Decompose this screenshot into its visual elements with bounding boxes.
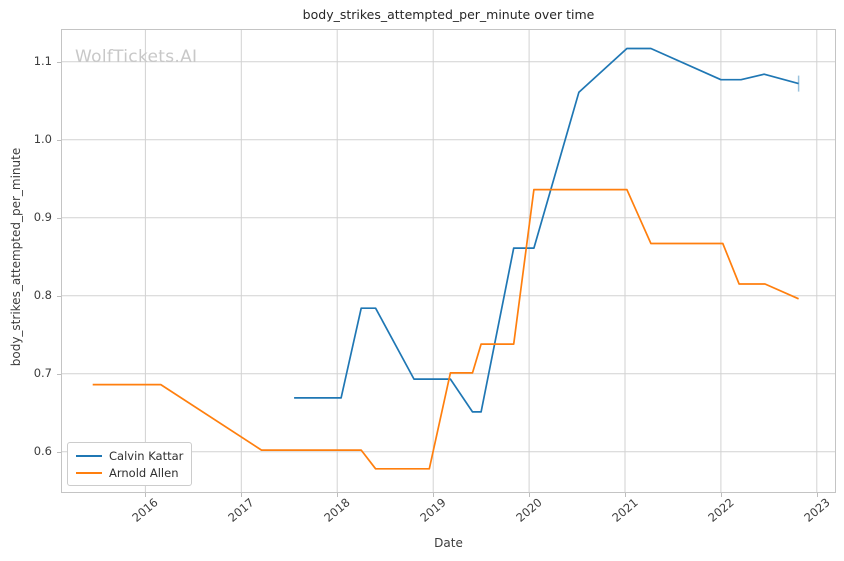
y-tick-mark-0.9 (57, 217, 61, 219)
y-tick-mark-1.0 (57, 139, 61, 141)
plot-border (61, 29, 836, 493)
legend-label-arnold-allen: Arnold Allen (109, 465, 179, 480)
series-line-arnold-allen (92, 188, 799, 470)
y-tick-label-0.7: 0.7 (33, 365, 52, 380)
x-tick-mark-2018 (337, 493, 339, 497)
legend-line-swatch-arnold-allen (76, 471, 102, 474)
legend-item-arnold-allen: Arnold Allen (76, 464, 183, 481)
plot-area: WolfTickets.AI Calvin Kattar Arnold Alle… (61, 29, 836, 493)
y-tick-label-0.9: 0.9 (33, 209, 52, 224)
x-tick-mark-2023 (816, 493, 818, 497)
x-tick-mark-2020 (529, 493, 531, 497)
x-tick-mark-2022 (720, 493, 722, 497)
y-tick-label-1.0: 1.0 (33, 131, 52, 146)
watermark: WolfTickets.AI (75, 47, 198, 67)
y-tick-mark-0.7 (57, 373, 61, 375)
legend: Calvin Kattar Arnold Allen (67, 442, 193, 486)
y-tick-label-0.6: 0.6 (33, 443, 52, 458)
x-tick-mark-2021 (624, 493, 626, 497)
y-tick-label-0.8: 0.8 (33, 287, 52, 302)
y-axis-title: body_strikes_attempted_per_minute (9, 147, 23, 367)
x-tick-mark-2019 (433, 493, 435, 497)
y-tick-mark-1.1 (57, 61, 61, 63)
legend-line-swatch-calvin-kattar (76, 454, 102, 457)
legend-label-calvin-kattar: Calvin Kattar (109, 448, 184, 463)
series-line-calvin-kattar (294, 47, 799, 413)
chart-title: body_strikes_attempted_per_minute over t… (302, 7, 595, 22)
y-tick-mark-0.6 (57, 451, 61, 453)
y-tick-mark-0.8 (57, 295, 61, 297)
x-axis-title: Date (434, 536, 463, 550)
plot-svg (61, 29, 836, 493)
x-tick-mark-2017 (241, 493, 243, 497)
x-tick-mark-2016 (145, 493, 147, 497)
y-tick-label-1.1: 1.1 (33, 53, 52, 68)
legend-item-calvin-kattar: Calvin Kattar (76, 447, 183, 464)
